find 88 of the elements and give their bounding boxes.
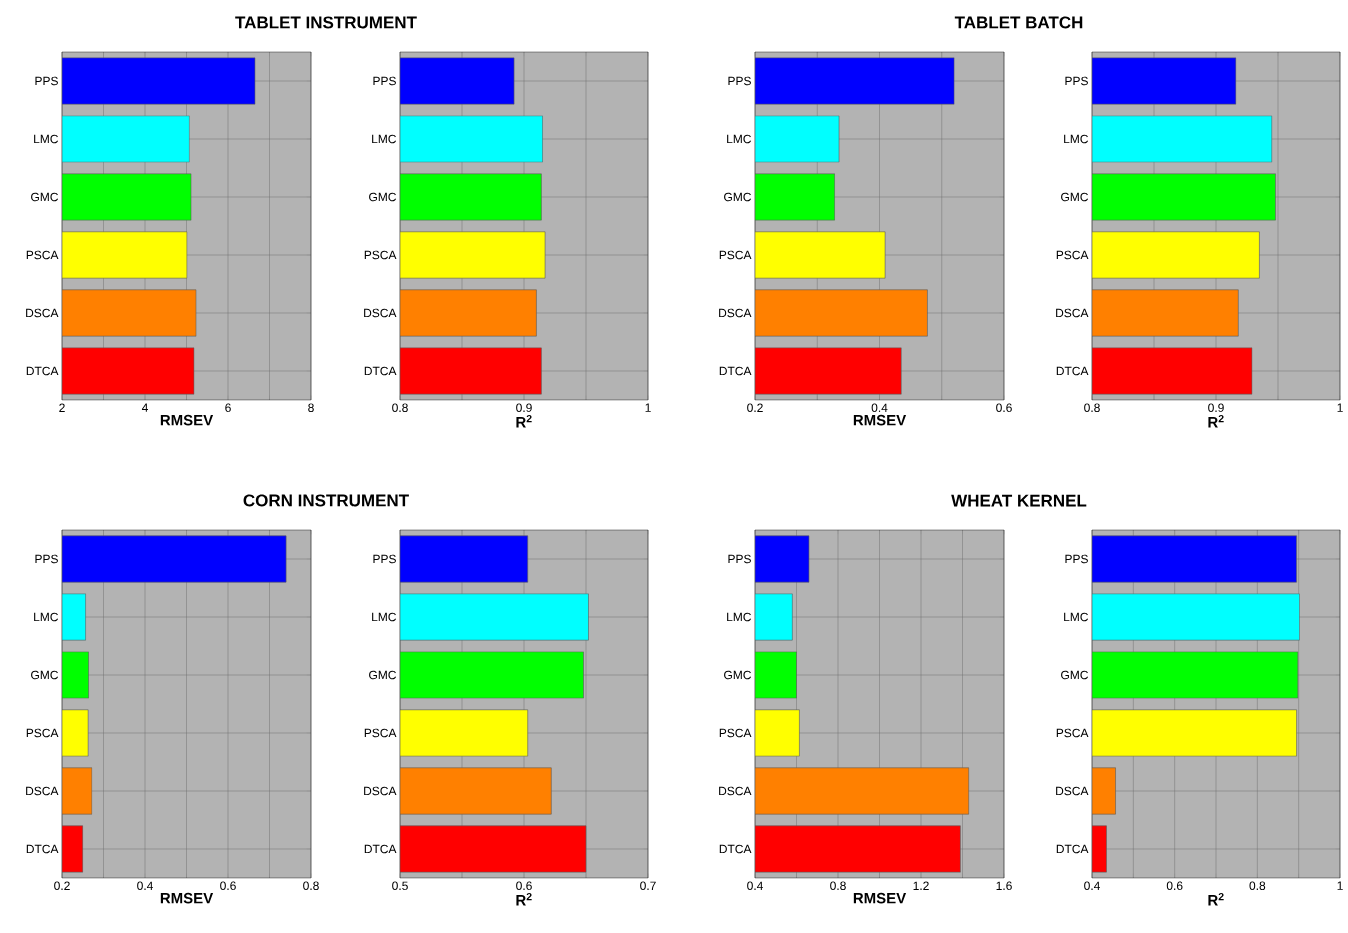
x-tick-label: 1 <box>1337 881 1343 890</box>
y-tick-label: PSCA <box>26 728 59 738</box>
y-tick-label: GMC <box>1061 670 1089 680</box>
y-tick-label: PPS <box>35 76 58 86</box>
x-tick-label: 0.6 <box>220 881 236 890</box>
y-tick-label: DTCA <box>26 366 59 376</box>
x-tick-label: 4 <box>141 403 148 412</box>
y-tick-label: DSCA <box>26 308 59 318</box>
y-tick-label: PPS <box>728 554 751 564</box>
y-tick-label: DTCA <box>1056 844 1089 854</box>
y-tick-label: PSCA <box>26 250 59 260</box>
y-tick-label: GMC <box>1061 192 1089 202</box>
y-tick-label: DTCA <box>1056 366 1089 376</box>
chart-title: TABLET BATCH <box>954 16 1083 29</box>
y-tick-label: DTCA <box>719 844 752 854</box>
x-tick-label: 0.8 <box>830 881 846 890</box>
y-tick-label: LMC <box>1064 134 1089 144</box>
y-tick-label: GMC <box>724 670 752 680</box>
x-tick-label: 0.6 <box>1166 881 1183 890</box>
x-tick-label: 0.8 <box>1084 403 1100 412</box>
y-tick-label: PSCA <box>719 250 752 260</box>
x-tick-label: 0.4 <box>137 881 153 890</box>
y-tick-label: PPS <box>373 76 396 86</box>
x-axis-title: R$^{2}$ <box>1208 892 1224 906</box>
chart-title: CORN INSTRUMENT <box>243 494 409 507</box>
y-tick-label: DSCA <box>364 786 397 796</box>
y-tick-label: DSCA <box>719 308 752 318</box>
y-tick-label: LMC <box>34 134 59 144</box>
x-tick-label: 0.4 <box>1084 881 1100 890</box>
y-tick-label: PSCA <box>1056 250 1089 260</box>
y-tick-label: LMC <box>1064 612 1089 622</box>
chart-title: TABLET INSTRUMENT <box>235 16 417 29</box>
x-tick-label: 0.9 <box>516 403 532 412</box>
x-tick-label: 0.7 <box>640 881 656 890</box>
x-tick-label: 1.6 <box>996 881 1012 890</box>
x-tick-label: 0.2 <box>54 881 70 890</box>
x-tick-label: 2 <box>59 403 65 412</box>
y-tick-label: GMC <box>724 192 752 202</box>
y-tick-label: PSCA <box>1056 728 1089 738</box>
y-tick-label: PSCA <box>364 250 397 260</box>
x-tick-label: 0.8 <box>392 403 408 412</box>
y-tick-label: LMC <box>727 612 752 622</box>
y-tick-label: LMC <box>372 612 397 622</box>
x-tick-label: 1.2 <box>913 881 929 890</box>
x-tick-label: 0.9 <box>1208 403 1224 412</box>
x-tick-label: 0.6 <box>516 881 532 890</box>
x-tick-label: 0.6 <box>996 403 1012 412</box>
y-tick-label: DSCA <box>364 308 397 318</box>
y-tick-label: LMC <box>727 134 752 144</box>
y-tick-label: PPS <box>728 76 751 86</box>
y-tick-label: GMC <box>369 192 397 202</box>
y-tick-label: DSCA <box>1056 786 1089 796</box>
y-tick-label: PPS <box>1065 554 1088 564</box>
x-tick-label: 1 <box>1337 403 1343 412</box>
y-tick-label: LMC <box>34 612 59 622</box>
y-tick-label: DTCA <box>719 366 752 376</box>
x-tick-label: 0.4 <box>747 881 763 890</box>
y-tick-label: GMC <box>31 192 59 202</box>
y-tick-label: DTCA <box>364 844 397 854</box>
y-tick-label: GMC <box>369 670 397 680</box>
y-tick-label: PSCA <box>719 728 752 738</box>
x-axis-title: R$^{2}$ <box>516 892 532 906</box>
y-tick-label: PPS <box>373 554 396 564</box>
x-axis-title: R$^{2}$ <box>516 414 532 428</box>
x-tick-label: 0.2 <box>747 403 763 412</box>
y-tick-label: LMC <box>372 134 397 144</box>
y-tick-label: DSCA <box>719 786 752 796</box>
x-tick-label: 0.8 <box>1249 881 1266 890</box>
y-tick-label: DTCA <box>364 366 397 376</box>
y-tick-label: DSCA <box>1056 308 1089 318</box>
y-tick-label: PSCA <box>364 728 397 738</box>
y-tick-label: DTCA <box>26 844 59 854</box>
x-tick-label: 8 <box>308 403 314 412</box>
x-axis-title: RMSEV <box>160 892 214 904</box>
x-tick-label: 0.4 <box>871 403 888 412</box>
x-axis-title: RMSEV <box>853 892 907 904</box>
x-axis-title: RMSEV <box>853 414 907 426</box>
chart-title: WHEAT KERNEL <box>951 494 1087 507</box>
y-tick-label: PPS <box>1065 76 1088 86</box>
y-tick-label: PPS <box>35 554 58 564</box>
x-axis-title: RMSEV <box>160 414 214 426</box>
x-tick-label: 6 <box>225 403 231 412</box>
x-tick-label: 0.5 <box>392 881 408 890</box>
x-axis-title: R$^{2}$ <box>1208 414 1224 428</box>
x-tick-label: 0.8 <box>303 881 319 890</box>
y-tick-label: GMC <box>31 670 59 680</box>
y-tick-label: DSCA <box>26 786 59 796</box>
x-tick-label: 1 <box>645 403 651 412</box>
